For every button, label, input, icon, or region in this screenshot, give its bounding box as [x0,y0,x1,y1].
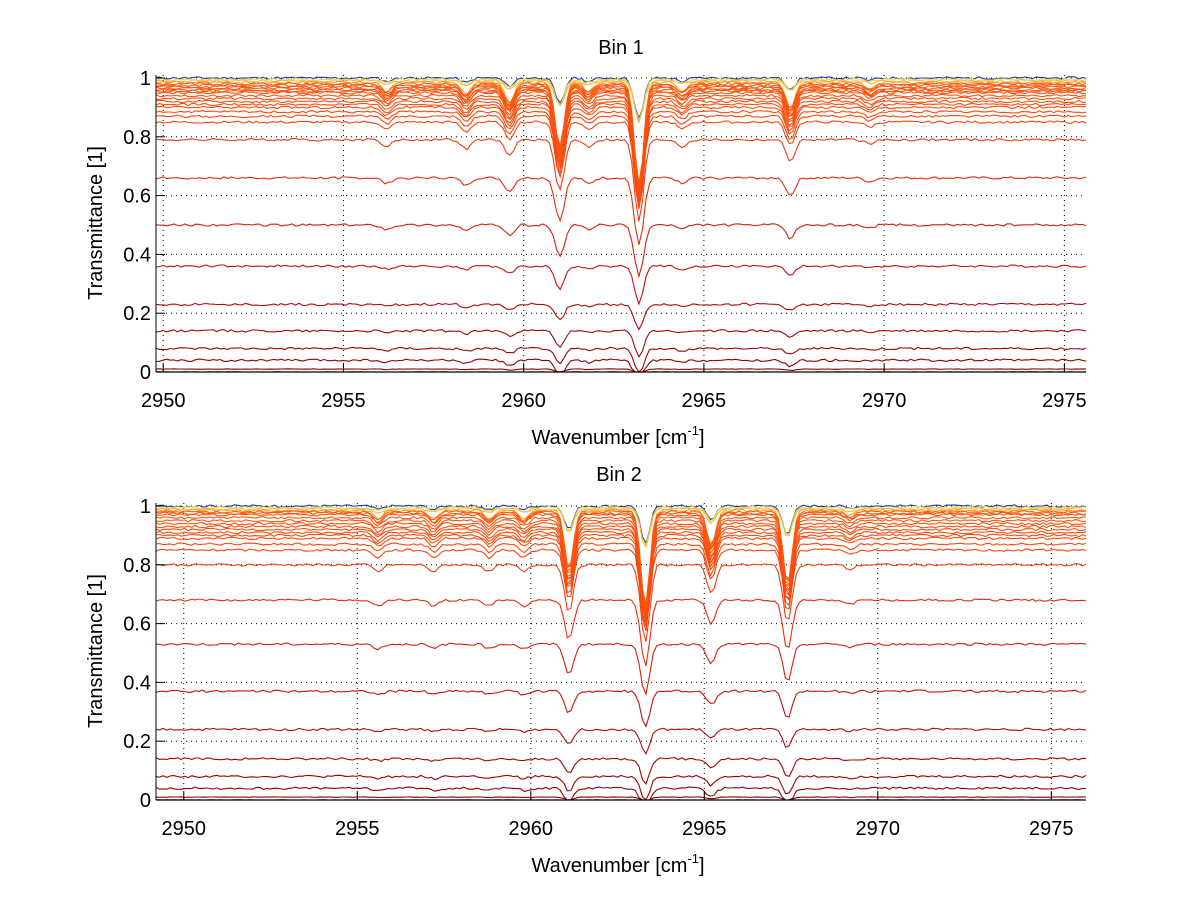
series-line [155,90,1086,190]
y-tick-label: 0 [140,362,151,384]
series-line [155,786,1087,801]
series-line [155,598,1087,667]
series-line [155,521,1087,614]
series-line [155,504,1087,545]
x-tick-label: 2960 [501,390,546,412]
series-line [155,88,1087,189]
y-tick-label: 0 [140,790,151,812]
series-line [155,76,1087,121]
series-line [155,176,1087,245]
x-tick-label: 2955 [335,818,380,840]
series-line [155,505,1087,547]
x-tick-label: 2965 [682,390,727,412]
series-line [155,82,1087,186]
series-line [155,757,1087,785]
series-line [155,223,1087,279]
series-line [155,86,1087,189]
x-tick-label: 2975 [1042,390,1087,412]
x-tick-label: 2960 [509,818,554,840]
y-tick-labels: 0 0.2 0.4 0.6 0.8 1 [123,68,151,384]
series-line [155,264,1087,306]
y-tick-label: 0.6 [123,614,151,636]
x-tick-label: 2970 [856,818,901,840]
series-line [155,120,1087,210]
series-line [155,533,1087,622]
y-tick-label: 0.2 [123,731,151,753]
axes [155,503,1086,801]
series-line [155,536,1087,625]
series-line [155,774,1087,801]
series-line [155,516,1087,611]
panel-bin-1: Bin 1 0 0.2 0.4 0.6 0.8 1 2950 2955 2960 2965 297… [85,37,1087,449]
y-tick-label: 1 [140,68,151,90]
series-line [155,80,1087,184]
series-line [155,138,1087,222]
y-tick-label: 0.4 [123,244,151,266]
series-line [155,102,1087,199]
x-tick-label: 2970 [862,390,907,412]
series-line [156,513,1087,609]
x-tick-labels: 2950 2955 2960 2965 2970 2975 [141,390,1087,412]
x-tick-label: 2965 [682,818,727,840]
x-tick-label: 2975 [1029,818,1074,840]
y-tick-label: 0.4 [123,672,151,694]
series-line [155,83,1087,185]
series-group [155,504,1087,801]
series-line [155,99,1087,196]
y-tick-labels: 0 0.2 0.4 0.6 0.8 1 [123,496,151,812]
y-tick-label: 0.2 [123,303,151,325]
series-line [155,329,1087,359]
series-line [155,89,1086,191]
series-line [155,346,1087,373]
series-line [155,368,1087,373]
chart-title: Bin 1 [598,37,644,59]
series-line [155,110,1087,203]
series-line [155,302,1087,331]
y-tick-label: 0.6 [123,186,151,208]
x-tick-label: 2950 [162,818,207,840]
series-line [155,518,1087,612]
x-tick-label: 2950 [141,390,186,412]
y-tick-label: 0.8 [123,127,151,149]
y-axis-label: Transmittance [1] [85,574,107,728]
series-line [155,511,1087,607]
y-tick-label: 1 [140,496,151,518]
series-line [155,796,1087,801]
series-line [155,727,1087,756]
series-line [155,85,1087,187]
series-line [155,96,1087,196]
series-line [155,358,1087,373]
y-axis-label: Transmittance [1] [85,146,107,300]
x-axis-label: Wavenumber [cm-1] [531,423,704,449]
panel-bin-2: Bin 2 0 0.2 0.4 0.6 0.8 1 2950 2955 2960 2965 297… [85,464,1087,877]
series-line [155,114,1087,207]
axes [155,75,1086,373]
series-line [155,524,1087,617]
y-tick-label: 0.8 [123,555,151,577]
x-axis-label: Wavenumber [cm-1] [531,851,704,877]
grid [156,503,1086,801]
series-line [155,642,1087,696]
series-line [155,527,1087,617]
chart-title: Bin 2 [596,464,642,486]
series-line [155,548,1087,632]
series-line [156,563,1087,642]
series-line [155,105,1087,200]
series-line [155,508,1086,606]
series-line [155,530,1087,620]
x-tick-labels: 2950 2955 2960 2965 2970 2975 [162,818,1074,840]
series-line [155,689,1087,728]
series-line [155,542,1087,627]
series-line [155,510,1087,605]
x-tick-label: 2955 [321,390,366,412]
series-group [155,76,1087,373]
series-line [155,507,1086,549]
series-line [155,93,1087,193]
